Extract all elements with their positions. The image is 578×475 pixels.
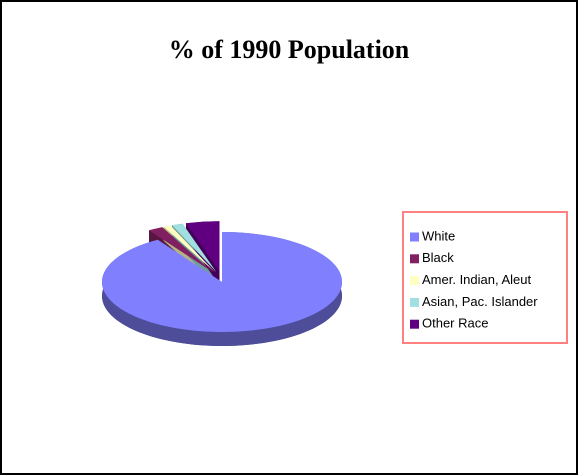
legend-swatch [410,297,419,307]
legend-label: Other Race [422,316,488,331]
legend-box [402,211,568,344]
slice [171,223,217,272]
slice [102,232,342,332]
pie [102,221,342,346]
legend-label: White [422,228,455,243]
legend-label: Amer. Indian, Aleut [422,272,532,287]
legend-swatch [410,276,419,286]
legend-swatch [410,319,419,329]
legend-swatch [410,254,419,264]
slice [149,227,214,273]
legend-label: Black [422,250,454,265]
legend: White Black Amer. Indian, Aleut Asian, Pac.… [410,228,538,331]
legend-label: Asian, Pac. Islander [422,294,538,309]
slice [185,221,220,272]
legend-swatch [410,232,419,242]
slice [163,225,215,273]
chart-title: % of 1990 Population [169,35,410,64]
